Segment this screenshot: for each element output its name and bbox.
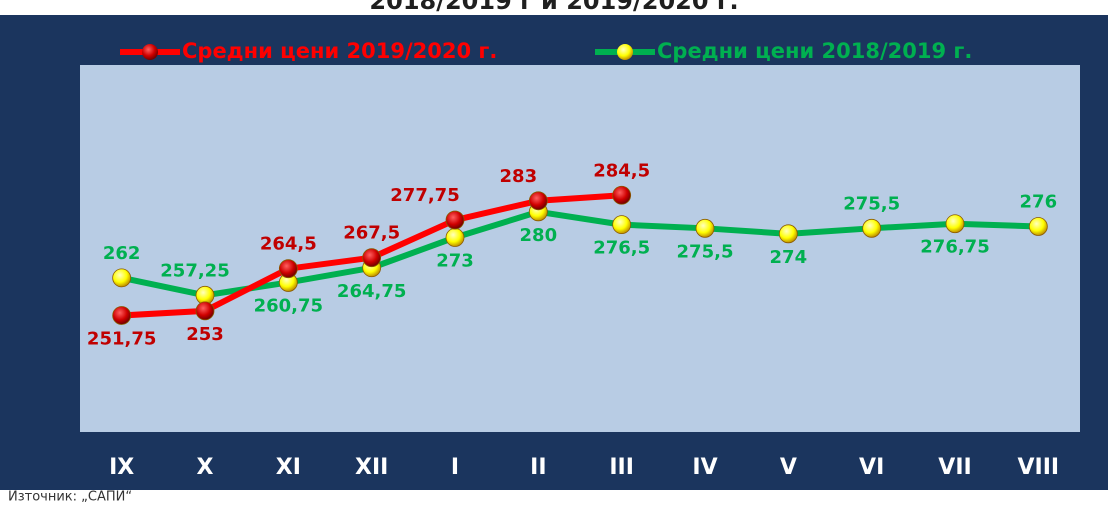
data-label: 267,5 <box>343 223 400 244</box>
data-label: 262 <box>103 243 141 264</box>
marker <box>528 191 548 211</box>
source: Източник: „САПИ“ <box>8 490 132 505</box>
marker <box>612 215 632 235</box>
legend-label: Средни цени 2019/2020 г. <box>182 39 497 63</box>
data-label: 284,5 <box>593 160 650 181</box>
data-label: 283 <box>500 166 538 187</box>
marker <box>612 185 632 205</box>
marker <box>112 268 132 288</box>
marker <box>695 218 715 238</box>
x-tick-label: IV <box>692 455 717 480</box>
data-label: 276,75 <box>920 237 989 258</box>
x-tick-label: VIII <box>1018 455 1060 480</box>
data-label: 280 <box>520 225 558 246</box>
marker <box>1028 217 1048 236</box>
data-label: 276 <box>1020 191 1058 212</box>
x-tick-label: IX <box>109 455 134 480</box>
x-tick-label: VI <box>859 455 884 480</box>
x-tick-label: V <box>780 455 797 480</box>
data-label: 253 <box>186 324 224 345</box>
data-label: 260,75 <box>254 295 323 316</box>
x-tick-label: III <box>609 455 634 480</box>
chart-title: 2018/2019 г и 2019/2020 г. <box>369 0 738 15</box>
marker <box>195 301 215 321</box>
data-label: 276,5 <box>593 238 650 259</box>
data-label: 273 <box>436 250 474 271</box>
data-label: 264,5 <box>260 234 317 255</box>
legend-marker <box>617 44 633 60</box>
marker <box>278 259 298 279</box>
marker <box>945 214 965 234</box>
data-label: 275,5 <box>677 241 734 262</box>
marker <box>362 248 382 268</box>
x-tick-label: X <box>197 455 214 480</box>
plot-area <box>80 65 1080 432</box>
data-label: 251,75 <box>87 328 156 349</box>
data-label: 274 <box>770 247 808 268</box>
x-tick-label: XI <box>276 455 301 480</box>
x-tick-label: I <box>451 455 459 480</box>
legend-marker <box>142 44 158 60</box>
data-label: 275,5 <box>843 193 900 214</box>
legend-label: Средни цени 2018/2019 г. <box>657 39 972 63</box>
x-tick-label: XII <box>355 455 388 480</box>
x-tick-label: VII <box>938 455 971 480</box>
series-line <box>121 208 1039 299</box>
data-label: 277,75 <box>390 185 459 206</box>
marker <box>778 224 798 244</box>
data-label: 257,25 <box>160 260 229 281</box>
marker <box>445 228 465 247</box>
x-tick-label: II <box>530 455 546 480</box>
marker <box>445 210 465 230</box>
data-label: 264,75 <box>337 281 406 302</box>
marker <box>112 306 132 325</box>
marker <box>862 218 882 238</box>
